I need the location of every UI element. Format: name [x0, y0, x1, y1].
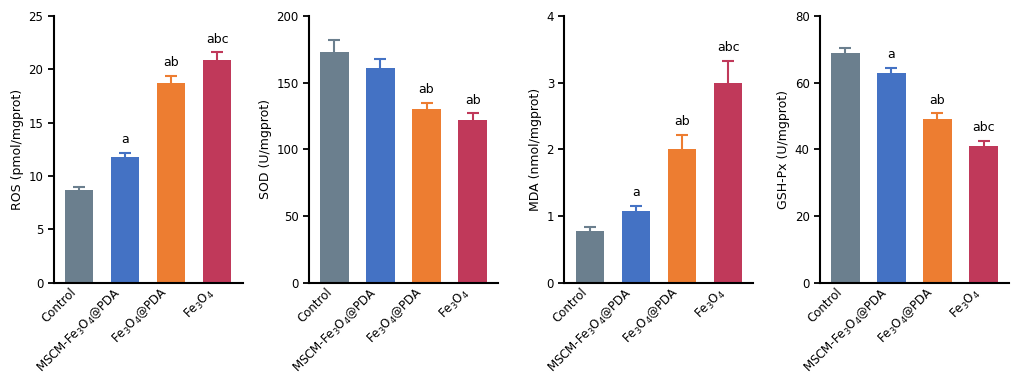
Y-axis label: GSH-Px (U/mgprot): GSH-Px (U/mgprot) — [776, 90, 790, 209]
Text: a: a — [887, 48, 895, 61]
Text: abc: abc — [971, 122, 994, 134]
Bar — [713, 83, 742, 283]
Text: ab: ab — [163, 56, 178, 69]
Text: a: a — [632, 187, 639, 199]
Y-axis label: SOD (U/mgprot): SOD (U/mgprot) — [259, 99, 272, 199]
Text: ab: ab — [419, 83, 434, 96]
Text: ab: ab — [674, 115, 689, 128]
Text: ab: ab — [928, 94, 945, 107]
Bar — [621, 211, 649, 283]
Bar — [575, 231, 603, 283]
Bar — [968, 146, 997, 283]
Text: ab: ab — [465, 94, 480, 107]
Y-axis label: ROS (pmol/mgprot): ROS (pmol/mgprot) — [11, 89, 24, 210]
Y-axis label: MDA (nmol/mgprot): MDA (nmol/mgprot) — [529, 88, 542, 211]
Bar — [366, 68, 394, 283]
Bar — [458, 120, 486, 283]
Bar — [830, 53, 859, 283]
Bar — [64, 190, 93, 283]
Bar — [203, 60, 231, 283]
Bar — [922, 120, 951, 283]
Text: abc: abc — [716, 41, 739, 54]
Bar — [111, 157, 140, 283]
Text: abc: abc — [206, 33, 228, 46]
Text: a: a — [121, 133, 128, 146]
Bar — [876, 73, 905, 283]
Bar — [667, 149, 696, 283]
Bar — [157, 83, 185, 283]
Bar — [320, 52, 348, 283]
Bar — [412, 110, 440, 283]
